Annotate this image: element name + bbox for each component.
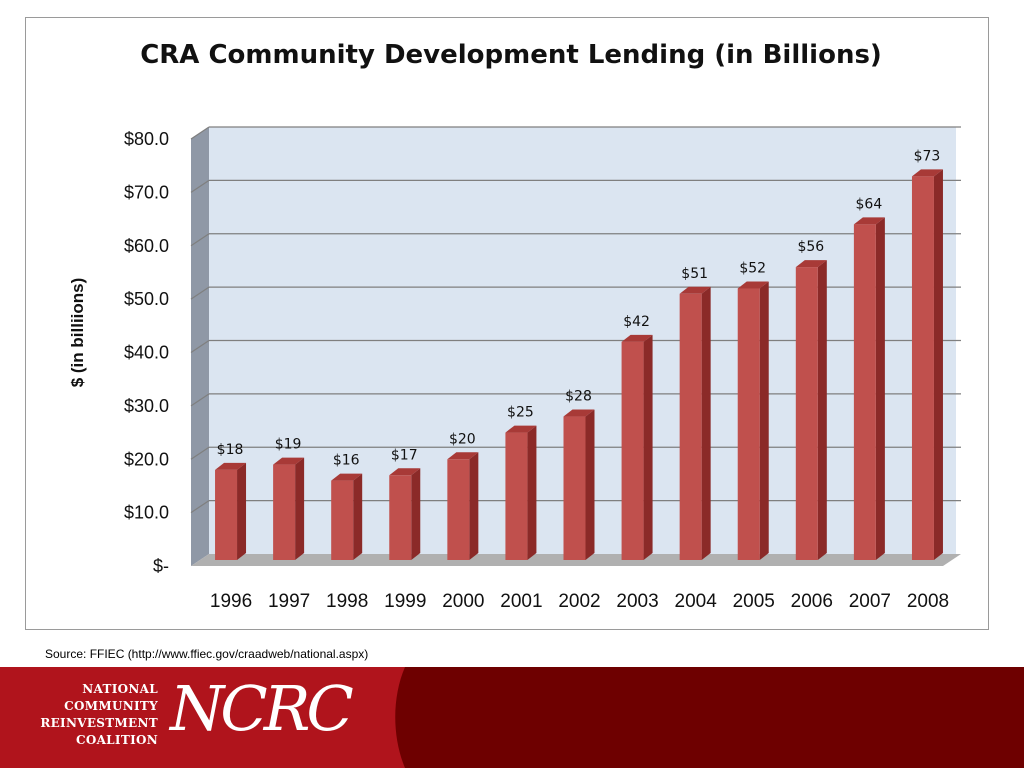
x-tick-label: 1997 bbox=[268, 591, 310, 612]
data-label: $25 bbox=[507, 405, 534, 421]
data-label: $64 bbox=[856, 196, 883, 212]
org-name-line: COMMUNITY bbox=[64, 699, 158, 713]
bar-side bbox=[875, 217, 885, 560]
y-tick-label: $50.0 bbox=[124, 289, 169, 309]
bar-side bbox=[701, 286, 711, 560]
bar-side bbox=[353, 473, 363, 560]
bar bbox=[853, 224, 876, 560]
bar bbox=[273, 464, 296, 560]
bar bbox=[563, 416, 586, 560]
bar-side bbox=[933, 169, 943, 561]
gridline-side bbox=[190, 179, 210, 193]
y-tick-label: $10.0 bbox=[124, 503, 169, 523]
y-tick-label: $30.0 bbox=[124, 396, 169, 416]
data-label: $18 bbox=[217, 442, 244, 458]
bar-top bbox=[273, 457, 305, 465]
bar bbox=[331, 480, 354, 560]
data-label: $17 bbox=[391, 447, 418, 463]
x-tick-label: 1996 bbox=[210, 591, 252, 612]
y-tick-label: $80.0 bbox=[124, 129, 169, 149]
footer-swoosh bbox=[0, 667, 405, 768]
bar bbox=[795, 267, 818, 560]
source-note: Source: FFIEC (http://www.ffiec.gov/craa… bbox=[45, 647, 369, 661]
bar bbox=[911, 176, 934, 561]
x-tick-label: 1999 bbox=[384, 591, 426, 612]
bar-side bbox=[237, 462, 247, 560]
bar-chart: $- $10.0 $20.0 $30.0 $40.0 $50.0 $60.0 $70.0 $80… bbox=[68, 126, 961, 612]
bar-top bbox=[795, 260, 827, 268]
bar-top bbox=[853, 217, 885, 225]
org-name-line: COALITION bbox=[75, 733, 158, 747]
data-label: $52 bbox=[739, 260, 766, 276]
bar-side bbox=[643, 334, 653, 560]
chart-frame: CRA Community Development Lending (in Bi… bbox=[25, 17, 989, 630]
x-tick-label: 2001 bbox=[500, 591, 542, 612]
bar-side bbox=[411, 468, 421, 560]
bar-top bbox=[621, 334, 653, 342]
chart-title: CRA Community Development Lending (in Bi… bbox=[140, 40, 882, 70]
x-tick-label: 2004 bbox=[675, 591, 718, 612]
y-tick-label: $70.0 bbox=[124, 182, 169, 202]
x-tick-label: 2007 bbox=[849, 591, 891, 612]
x-tick-label: 2008 bbox=[907, 591, 949, 612]
gridline-side bbox=[190, 500, 210, 514]
gridline-side bbox=[190, 393, 210, 407]
bar-top bbox=[911, 169, 943, 177]
y-axis-label: $ (in billiions) bbox=[68, 278, 87, 388]
gridline-side bbox=[190, 233, 210, 247]
bar-top bbox=[389, 468, 421, 476]
y-tick-label: $20.0 bbox=[124, 449, 169, 469]
data-label: $20 bbox=[449, 431, 476, 447]
gridline-side bbox=[190, 126, 210, 140]
data-label: $56 bbox=[797, 239, 824, 255]
x-tick-label: 2002 bbox=[558, 591, 600, 612]
y-tick-label: $60.0 bbox=[124, 236, 169, 256]
ncrc-logo: NCRC bbox=[170, 672, 354, 745]
bar bbox=[447, 459, 470, 560]
x-tick-label: 2006 bbox=[791, 591, 833, 612]
bar-side bbox=[469, 452, 479, 560]
bar bbox=[505, 432, 528, 560]
data-label: $16 bbox=[333, 453, 360, 469]
data-label: $28 bbox=[565, 389, 592, 405]
bar bbox=[389, 475, 412, 560]
data-label: $42 bbox=[623, 314, 650, 330]
data-label: $73 bbox=[914, 148, 941, 164]
x-tick-label: 1998 bbox=[326, 591, 368, 612]
bar-top bbox=[331, 473, 363, 481]
bar bbox=[621, 341, 644, 560]
x-tick-label: 2000 bbox=[442, 591, 484, 612]
footer-band: NATIONAL COMMUNITY REINVESTMENT COALITIO… bbox=[0, 667, 1024, 768]
gridline-side bbox=[190, 286, 210, 300]
data-label: $51 bbox=[681, 266, 708, 282]
bar-side bbox=[817, 260, 827, 560]
y-tick-label: $- bbox=[153, 556, 169, 576]
bar-top bbox=[447, 452, 479, 460]
bar-side bbox=[295, 457, 305, 560]
bar-top bbox=[737, 281, 769, 289]
org-name-line: NATIONAL bbox=[82, 682, 158, 696]
bar-side bbox=[585, 409, 595, 560]
bar-top bbox=[563, 409, 595, 417]
gridline-side bbox=[190, 446, 210, 460]
y-tick-label: $40.0 bbox=[124, 343, 169, 363]
x-tick-label: 2003 bbox=[616, 591, 658, 612]
org-name-line: REINVESTMENT bbox=[40, 716, 158, 730]
org-name: NATIONAL COMMUNITY REINVESTMENT COALITIO… bbox=[22, 681, 158, 749]
bar-side bbox=[527, 425, 537, 560]
bar-side bbox=[759, 281, 769, 560]
bar bbox=[215, 469, 238, 560]
data-label: $19 bbox=[275, 437, 302, 453]
bar bbox=[679, 293, 702, 560]
x-tick-label: 2005 bbox=[733, 591, 775, 612]
gridline-side bbox=[190, 340, 210, 353]
bar-top bbox=[215, 462, 247, 470]
bar-top bbox=[505, 425, 537, 433]
bar bbox=[737, 288, 760, 560]
bar-top bbox=[679, 286, 711, 294]
